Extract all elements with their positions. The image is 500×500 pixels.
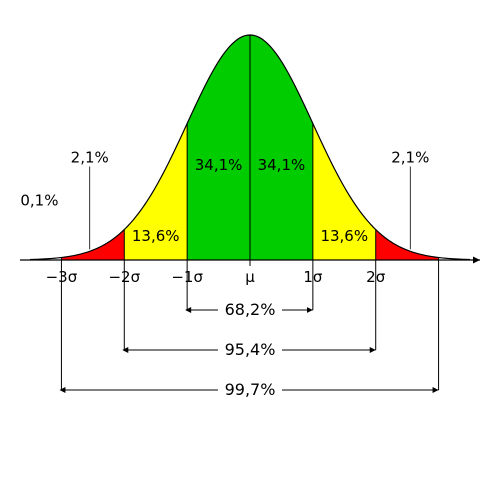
- pct-label-3: 34,1%: [195, 156, 243, 174]
- pct-label-0: 0,1%: [20, 191, 58, 209]
- range-label-0: 68,2%: [225, 300, 276, 319]
- region-1: [61, 230, 124, 260]
- pct-label-5: 13,6%: [320, 227, 368, 245]
- region-6: [376, 230, 439, 260]
- pct-label-1: 2,1%: [71, 149, 109, 167]
- pct-label-2: 13,6%: [132, 227, 180, 245]
- range-label-2: 99,7%: [225, 380, 276, 399]
- normal-distribution-chart: −3σ−2σ−1σμ1σ2σ0,1%2,1%13,6%34,1%34,1%13,…: [0, 0, 500, 500]
- region-3: [187, 35, 250, 260]
- region-4: [250, 35, 313, 260]
- pct-label-4: 34,1%: [258, 156, 306, 174]
- tick-label-0: μ: [245, 268, 255, 286]
- range-label-1: 95,4%: [225, 340, 276, 359]
- pct-label-6: 2,1%: [391, 149, 429, 167]
